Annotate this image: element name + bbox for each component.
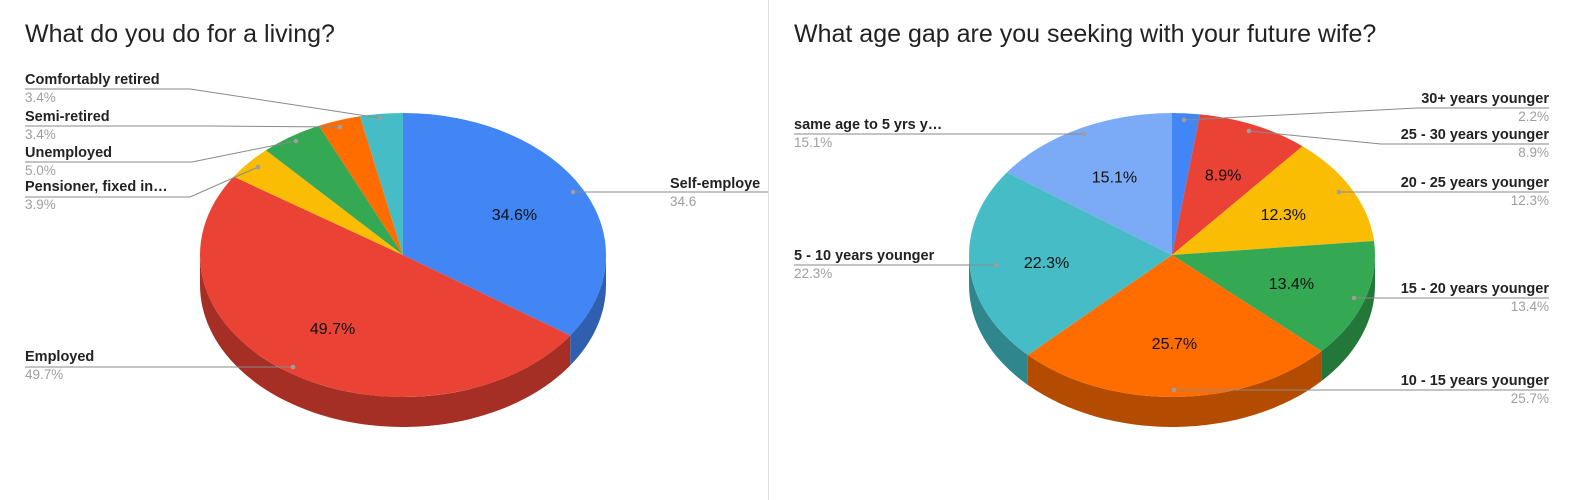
legend-label-unemployed: Unemployed 5.0% bbox=[25, 138, 299, 178]
chart-title: What age gap are you seeking with your f… bbox=[794, 20, 1377, 48]
leader-labels: 30+ years younger 2.2% 25 - 30 years young… bbox=[794, 91, 1549, 406]
legend-name: Pensioner, fixed in… bbox=[25, 179, 168, 195]
slice-percent: 25.7% bbox=[1152, 336, 1197, 353]
pie-side-walls bbox=[969, 255, 1375, 428]
legend-percent: 5.0% bbox=[25, 163, 56, 178]
chart-panel-age-gap: What age gap are you seeking with your f… bbox=[769, 0, 1581, 500]
legend-name: 20 - 25 years younger bbox=[1401, 175, 1550, 191]
legend-percent: 3.9% bbox=[25, 197, 56, 212]
pie-slice-25-30-years-younger[interactable] bbox=[1172, 114, 1303, 256]
pie-slice-pensioner-fixed-in[interactable] bbox=[233, 150, 403, 255]
pie-chart-living: 34.6% 49.7% Self-employe 34.6 Employed 49.7% P… bbox=[25, 72, 768, 428]
pie-side-self-employed bbox=[570, 255, 606, 366]
pie-slice-same-age-to-5-yrs-y[interactable] bbox=[1006, 113, 1172, 255]
pie-slice-5-10-years-younger[interactable] bbox=[969, 172, 1172, 356]
pie-side-employed bbox=[200, 255, 571, 428]
legend-name: 15 - 20 years younger bbox=[1401, 281, 1550, 297]
pie-slice-unemployed[interactable] bbox=[265, 125, 403, 255]
legend-percent: 13.4% bbox=[1511, 299, 1549, 314]
chart-title: What do you do for a living? bbox=[25, 20, 335, 48]
legend-name: Self-employe bbox=[670, 176, 760, 192]
pie-slice-comfortably-retired[interactable] bbox=[359, 113, 403, 255]
legend-percent: 34.6 bbox=[670, 194, 696, 209]
panel-divider bbox=[768, 0, 769, 500]
leader-line bbox=[25, 166, 259, 198]
leader-labels: Self-employe 34.6 Employed 49.7% Pensioner, … bbox=[25, 72, 768, 382]
legend-percent: 15.1% bbox=[794, 135, 832, 150]
legend-percent: 3.4% bbox=[25, 127, 56, 142]
legend-label-same-age-to-5-yrs-y: same age to 5 yrs y… 15.1% bbox=[794, 117, 1087, 150]
leader-line bbox=[1248, 130, 1549, 145]
slice-percent: 34.6% bbox=[492, 207, 537, 224]
pie-slice-self-employed[interactable] bbox=[403, 113, 606, 336]
leader-dot bbox=[255, 164, 261, 170]
pie-side-walls bbox=[200, 255, 606, 428]
pie-slice-semi-retired[interactable] bbox=[318, 116, 403, 255]
legend-name: 25 - 30 years younger bbox=[1401, 127, 1550, 143]
pie-slice-20-25-years-younger[interactable] bbox=[1172, 146, 1375, 255]
legend-label-15-20-years-younger: 15 - 20 years younger 13.4% bbox=[1351, 281, 1550, 314]
legend-label-comfortably-retired: Comfortably retired 3.4% bbox=[25, 72, 383, 121]
leader-line bbox=[25, 140, 297, 163]
leader-dot bbox=[1351, 295, 1357, 301]
leader-dot bbox=[1081, 131, 1087, 137]
legend-percent: 3.4% bbox=[25, 90, 56, 105]
leader-dot bbox=[1171, 387, 1177, 393]
legend-percent: 49.7% bbox=[25, 367, 63, 382]
leader-dot bbox=[1181, 117, 1187, 123]
pie-side-10-15-years-younger bbox=[1027, 351, 1322, 428]
legend-name: 5 - 10 years younger bbox=[794, 248, 935, 264]
slice-percent-labels: 8.9% 12.3% 13.4% 25.7% 22.3% 15.1% bbox=[1024, 168, 1314, 353]
legend-percent: 8.9% bbox=[1518, 145, 1549, 160]
chart-panel-living: What do you do for a living? 34.6% 49.7% S… bbox=[0, 0, 768, 500]
leader-dot bbox=[337, 124, 343, 130]
legend-name: same age to 5 yrs y… bbox=[794, 117, 942, 133]
legend-name: 10 - 15 years younger bbox=[1401, 373, 1550, 389]
leader-dot bbox=[377, 115, 383, 121]
legend-label-25-30-years-younger: 25 - 30 years younger 8.9% bbox=[1246, 127, 1550, 160]
legend-name: 30+ years younger bbox=[1421, 91, 1549, 107]
leader-dot bbox=[1246, 128, 1252, 134]
legend-label-10-15-years-younger: 10 - 15 years younger 25.7% bbox=[1171, 373, 1550, 406]
leader-line bbox=[25, 125, 341, 128]
legend-name: Comfortably retired bbox=[25, 72, 160, 88]
slice-percent: 12.3% bbox=[1261, 207, 1306, 224]
leader-dot bbox=[1336, 189, 1342, 195]
legend-name: Unemployed bbox=[25, 145, 112, 161]
leader-line bbox=[1183, 107, 1549, 121]
pie-side-5-10-years-younger bbox=[969, 255, 1028, 386]
leader-dot bbox=[293, 138, 299, 144]
pie-side-15-20-years-younger bbox=[1321, 255, 1375, 382]
legend-label-employed: Employed 49.7% bbox=[25, 349, 296, 382]
leader-dot bbox=[993, 262, 999, 268]
pie-slice-10-15-years-younger[interactable] bbox=[1027, 255, 1322, 398]
leader-dot bbox=[290, 364, 296, 370]
leader-line bbox=[25, 88, 381, 119]
pie-slice-employed[interactable] bbox=[200, 176, 571, 397]
slice-percent: 8.9% bbox=[1205, 168, 1241, 185]
leader-dot bbox=[570, 189, 576, 195]
slice-percent: 49.7% bbox=[310, 321, 355, 338]
legend-label-20-25-years-younger: 20 - 25 years younger 12.3% bbox=[1336, 175, 1550, 208]
pie-chart-age-gap: 8.9% 12.3% 13.4% 25.7% 22.3% 15.1% 30+ years y… bbox=[794, 91, 1549, 428]
pie-slice-30-years-younger[interactable] bbox=[1172, 113, 1200, 255]
legend-percent: 2.2% bbox=[1518, 109, 1549, 124]
legend-percent: 22.3% bbox=[794, 266, 832, 281]
legend-name: Employed bbox=[25, 349, 94, 365]
pie-slice-15-20-years-younger[interactable] bbox=[1172, 240, 1375, 352]
legend-label-pensioner-fixed-in: Pensioner, fixed in… 3.9% bbox=[25, 164, 261, 212]
legend-percent: 12.3% bbox=[1511, 193, 1549, 208]
legend-label-self-employed: Self-employe 34.6 bbox=[570, 176, 768, 209]
slice-percent: 13.4% bbox=[1269, 276, 1314, 293]
slice-percent-labels: 34.6% 49.7% bbox=[310, 207, 537, 338]
legend-label-30-years-younger: 30+ years younger 2.2% bbox=[1181, 91, 1549, 124]
legend-name: Semi-retired bbox=[25, 109, 110, 125]
legend-percent: 25.7% bbox=[1511, 391, 1549, 406]
slice-percent: 22.3% bbox=[1024, 255, 1069, 272]
legend-label-semi-retired: Semi-retired 3.4% bbox=[25, 109, 343, 142]
pie-slices bbox=[969, 113, 1375, 398]
legend-label-5-10-years-younger: 5 - 10 years younger 22.3% bbox=[794, 248, 999, 281]
slice-percent: 15.1% bbox=[1092, 170, 1137, 187]
pie-slices bbox=[200, 113, 606, 397]
